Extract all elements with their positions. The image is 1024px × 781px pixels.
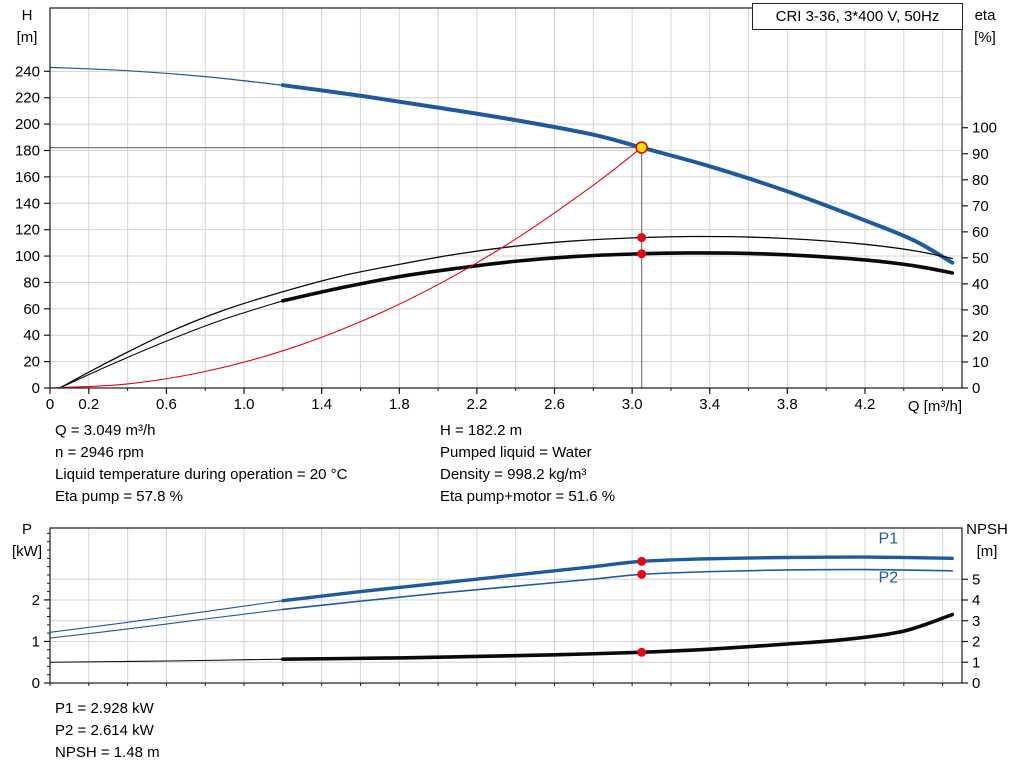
y-right-tick-label: 0: [972, 675, 980, 692]
info-line-eta-pump-motor: Eta pump+motor = 51.6 %: [440, 488, 616, 505]
power-npsh-chart-frame: [49, 527, 963, 684]
y-right-tick-label: 20: [972, 328, 989, 345]
npsh-axis-title-symbol: NPSH: [966, 521, 1008, 538]
eta-axis-title-symbol: eta: [974, 7, 996, 24]
y-right-tick-label: 100: [972, 120, 997, 137]
y-left-tick-label: 0: [32, 675, 40, 692]
power-npsh-chart: 0 1 2 0 1 2 3 4 5 P1 P2: [32, 527, 980, 692]
x-tick-label: 1.8: [389, 396, 410, 413]
info-line-q: Q = 3.049 m³/h: [55, 422, 156, 439]
y-right-tick-label: 70: [972, 198, 989, 215]
y-right-tick-label: 1: [972, 654, 980, 671]
y-left-tick-label: 80: [23, 274, 40, 291]
eta-pump-motor-duty-dot: [637, 249, 647, 259]
y-right-tick-label: 3: [972, 613, 980, 630]
x-tick-label: 2.2: [466, 396, 487, 413]
eta-pump-motor-lead-in: [59, 300, 284, 389]
x-tick-label: 0.6: [156, 396, 177, 413]
q-axis-title: Q [m³/h]: [907, 398, 962, 415]
y-right-tick-label: 4: [972, 592, 980, 609]
npsh-axis-title-unit: [m]: [976, 543, 998, 560]
hq-eta-chart-frame: [49, 7, 963, 389]
x-tick-label: 3.0: [622, 396, 643, 413]
curve-label-p1: P1: [879, 530, 899, 547]
y-right-tick-label: 40: [972, 276, 989, 293]
y-left-tick-label: 1: [32, 633, 40, 650]
y-left-tick-label: 160: [15, 169, 40, 186]
info-line-npsh: NPSH = 1.48 m: [55, 744, 160, 761]
y-right-tick-label: 60: [972, 224, 989, 241]
eta-pump-curve: [59, 235, 953, 389]
y-right-tick-label: 90: [972, 146, 989, 163]
eta-pump-duty-dot: [637, 233, 647, 243]
curve-label-p2: P2: [879, 569, 899, 586]
npsh-duty-dot: [637, 647, 647, 657]
pump-title-box: CRI 3-36, 3*400 V, 50Hz: [752, 3, 963, 30]
info-line-liquid-temp: Liquid temperature during operation = 20…: [55, 466, 348, 483]
y-left-tick-label: 20: [23, 354, 40, 371]
h-axis-title-symbol: H: [21, 7, 33, 24]
npsh-curve: [281, 612, 955, 661]
x-tick-label: 1.4: [311, 396, 332, 413]
y-right-tick-label: 50: [972, 250, 989, 267]
p2-curve: [282, 568, 954, 611]
y-left-tick-label: 2: [32, 592, 40, 609]
info-line-h: H = 182.2 m: [440, 422, 523, 439]
x-tick-label: 3.8: [777, 396, 798, 413]
y-left-tick-label: 0: [32, 380, 40, 397]
y-left-tick-label: 100: [15, 248, 40, 265]
x-tick-label: 4.2: [855, 396, 876, 413]
p-axis-title-symbol: P: [21, 521, 32, 538]
h-axis-title-unit: [m]: [16, 29, 38, 46]
p2-duty-dot: [637, 569, 647, 579]
x-tick-label: 0.2: [78, 396, 99, 413]
info-line-pumped-liquid: Pumped liquid = Water: [440, 444, 592, 461]
y-right-tick-label: 0: [972, 380, 980, 397]
y-right-tick-label: 5: [972, 571, 980, 588]
info-line-p2: P2 = 2.614 kW: [55, 722, 154, 739]
y-left-tick-label: 240: [15, 63, 40, 80]
y-left-tick-label: 120: [15, 222, 40, 239]
hq-eta-chart: 0 0.2 0.6 1.0 1.4 1.8 2.2 2.6 3.0 3.4 3.8 4.2 0 20 40 6…: [15, 7, 997, 413]
y-left-tick-label: 40: [23, 327, 40, 344]
head-curve-lead-in: [49, 66, 284, 86]
info-line-eta-pump: Eta pump = 57.8 %: [55, 488, 183, 505]
x-tick-label: 2.6: [544, 396, 565, 413]
y-right-tick-label: 30: [972, 302, 989, 319]
info-line-density: Density = 998.2 kg/m³: [440, 466, 587, 483]
p1-curve: [281, 555, 954, 603]
p-axis-title-unit: [kW]: [12, 543, 42, 560]
y-right-tick-label: 10: [972, 354, 989, 371]
npsh-curve-lead-in: [49, 658, 284, 663]
x-tick-label: 0: [46, 396, 54, 413]
system-curve: [49, 147, 643, 389]
y-left-tick-label: 220: [15, 90, 40, 107]
y-left-tick-label: 200: [15, 116, 40, 133]
y-left-tick-label: 60: [23, 301, 40, 318]
eta-axis-title-unit: [%]: [974, 29, 996, 46]
y-right-tick-label: 80: [972, 172, 989, 189]
p-axis-title: P [kW]: [6, 519, 48, 563]
y-left-tick-label: 140: [15, 195, 40, 212]
x-tick-label: 1.0: [234, 396, 255, 413]
power-results-column: P1 = 2.928 kW P2 = 2.614 kW NPSH = 1.48 …: [55, 698, 160, 764]
info-line-p1: P1 = 2.928 kW: [55, 700, 154, 717]
operating-point-left-column: Q = 3.049 m³/h n = 2946 rpm Liquid tempe…: [55, 420, 347, 508]
info-line-n: n = 2946 rpm: [55, 444, 144, 461]
y-left-tick-label: 180: [15, 143, 40, 160]
eta-axis-title: eta [%]: [962, 5, 1008, 49]
npsh-axis-title: NPSH [m]: [958, 519, 1016, 563]
operating-point-right-column: H = 182.2 m Pumped liquid = Water Densit…: [440, 420, 615, 508]
p2-curve-lead-in: [49, 608, 284, 639]
p1-duty-dot: [637, 556, 647, 566]
x-tick-label: 3.4: [699, 396, 720, 413]
eta-pump-motor-curve: [281, 251, 955, 303]
y-right-tick-label: 2: [972, 634, 980, 651]
duty-point-marker: [635, 141, 648, 154]
p1-curve-lead-in: [49, 600, 284, 633]
head-curve: [280, 83, 955, 265]
h-axis-title: H [m]: [6, 5, 48, 49]
